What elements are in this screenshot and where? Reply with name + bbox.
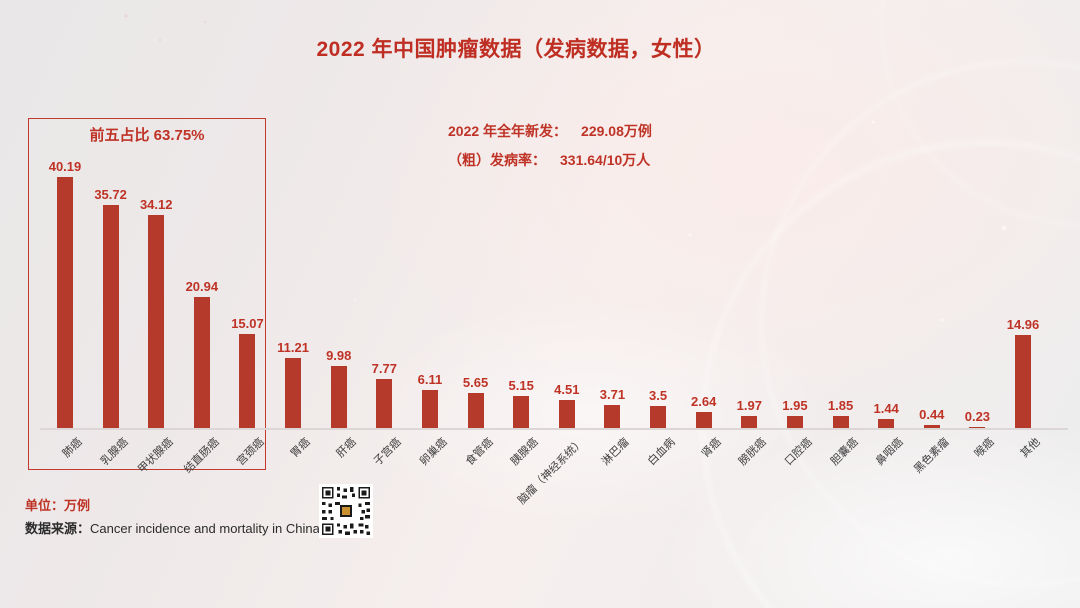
bar-value-label: 4.51 bbox=[554, 381, 580, 397]
bar bbox=[421, 389, 438, 428]
bar bbox=[102, 204, 119, 428]
stat-incidence-rate: （粗）发病率： 331.64/10万人 bbox=[448, 150, 652, 170]
bar bbox=[1015, 334, 1032, 428]
bar-value-label: 11.21 bbox=[277, 339, 309, 355]
bar-value-label: 5.15 bbox=[508, 377, 534, 393]
bar-value-label: 40.19 bbox=[48, 158, 82, 174]
data-source: 数据来源：Cancer incidence and mortality in C… bbox=[25, 518, 356, 537]
bar-value-label: 3.5 bbox=[649, 388, 668, 404]
data-source-text: Cancer incidence and mortality in China,… bbox=[90, 521, 356, 536]
bar-value-label: 1.44 bbox=[873, 401, 899, 416]
bar bbox=[467, 392, 484, 428]
bar bbox=[193, 297, 210, 428]
bar bbox=[330, 365, 347, 428]
bar-value-label: 0.23 bbox=[964, 408, 991, 424]
bar-value-label: 14.96 bbox=[1006, 316, 1040, 332]
page-title: 2022 年中国肿瘤数据（发病数据，女性） bbox=[316, 38, 716, 61]
bar bbox=[239, 333, 256, 428]
bar-value-label: 2.64 bbox=[691, 393, 717, 409]
bar bbox=[741, 415, 758, 428]
stat-incidence-rate-value: 331.64/10万人 bbox=[560, 152, 651, 168]
bar bbox=[57, 176, 73, 428]
top5-highlight-box: 前五占比 63.75% bbox=[28, 118, 266, 470]
x-axis-line bbox=[40, 428, 1068, 430]
bar bbox=[285, 357, 302, 428]
bar-value-label: 1.95 bbox=[782, 397, 808, 413]
stat-new-cases-label: 2022 年全年新发： bbox=[448, 123, 568, 139]
bar-value-label: 1.85 bbox=[827, 398, 854, 414]
bar-value-label: 7.77 bbox=[371, 361, 397, 377]
bar bbox=[376, 379, 393, 428]
data-source-label: 数据来源： bbox=[25, 521, 91, 536]
bar-value-label: 3.71 bbox=[599, 386, 626, 402]
bar bbox=[604, 404, 621, 428]
stat-new-cases-value: 229.08万例 bbox=[581, 123, 652, 139]
bar-value-label: 34.12 bbox=[139, 196, 173, 212]
summary-stats: 2022 年全年新发： 229.08万例 （粗）发病率： 331.64/10万人 bbox=[448, 121, 652, 179]
bar bbox=[695, 411, 712, 428]
bar bbox=[969, 426, 986, 428]
bar bbox=[832, 416, 849, 428]
bar bbox=[923, 425, 940, 428]
stat-incidence-rate-label: （粗）发病率： bbox=[448, 152, 546, 168]
stat-new-cases: 2022 年全年新发： 229.08万例 bbox=[448, 121, 652, 141]
bar bbox=[148, 214, 165, 428]
bar-value-label: 15.07 bbox=[231, 315, 264, 331]
bar-value-label: 20.94 bbox=[185, 279, 219, 295]
bar bbox=[650, 406, 667, 428]
bar bbox=[878, 419, 895, 428]
bar bbox=[786, 415, 803, 428]
qr-code-icon bbox=[322, 487, 370, 535]
bar-value-label: 1.97 bbox=[736, 397, 762, 413]
bar-value-label: 5.65 bbox=[462, 374, 489, 390]
top5-share-label: 前五占比 63.75% bbox=[89, 127, 205, 144]
bar-value-label: 35.72 bbox=[94, 186, 127, 202]
bar-value-label: 9.98 bbox=[326, 347, 352, 363]
bar bbox=[558, 399, 575, 428]
bar-value-label: 6.11 bbox=[417, 371, 443, 387]
bar-value-label: 0.44 bbox=[919, 407, 945, 423]
unit-label: 单位：万例 bbox=[25, 498, 91, 513]
bar bbox=[513, 395, 530, 428]
